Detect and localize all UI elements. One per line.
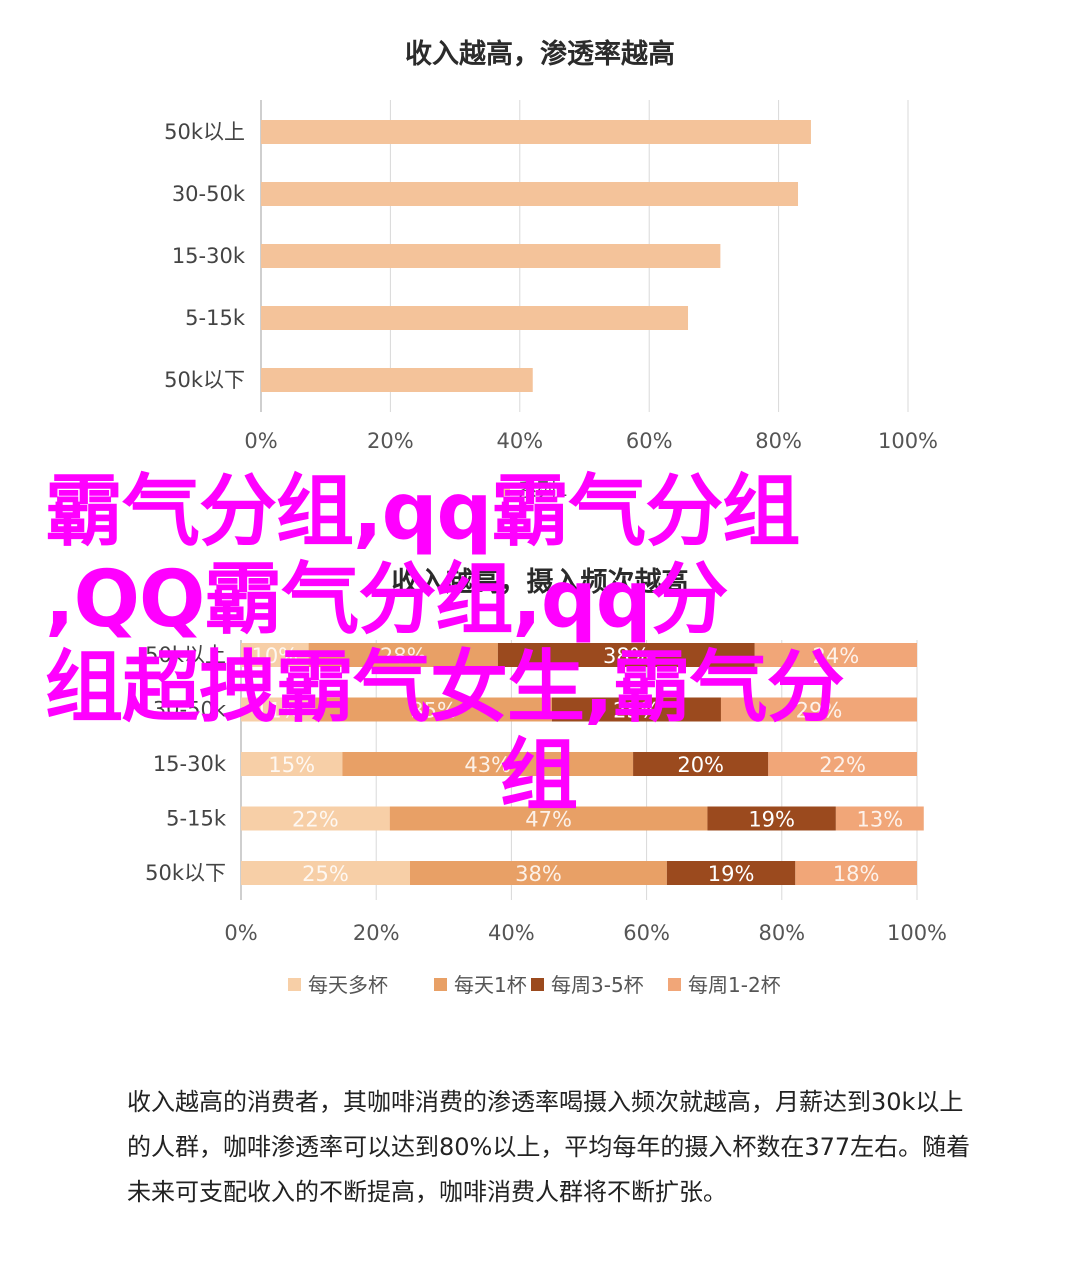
y-category-label: 15-30k bbox=[172, 244, 246, 268]
bar bbox=[261, 120, 811, 144]
stacked-bar-segment bbox=[241, 861, 410, 885]
data-label: 11% bbox=[255, 699, 302, 723]
y-category-label: 50k以下 bbox=[164, 368, 245, 392]
y-category-label: 15-30k bbox=[153, 752, 227, 776]
overlay-line-4: 组 bbox=[500, 731, 578, 821]
legend-swatch bbox=[668, 978, 681, 991]
data-label: 28% bbox=[380, 644, 427, 668]
data-label: 35% bbox=[410, 699, 457, 723]
legend-label: 每周3-5杯 bbox=[551, 973, 644, 997]
y-category-label: 50k以下 bbox=[145, 861, 226, 885]
legend-label: 每天多杯 bbox=[308, 973, 388, 997]
x-tick-label: 40% bbox=[496, 429, 543, 453]
x-tick-label: 0% bbox=[244, 429, 277, 453]
legend-swatch bbox=[498, 484, 510, 496]
legend-label: 系列1 bbox=[518, 479, 568, 501]
x-tick-label: 40% bbox=[488, 921, 535, 945]
stacked-bar-segment bbox=[308, 643, 498, 667]
x-tick-label: 60% bbox=[623, 921, 670, 945]
caption-paragraph: 收入越高的消费者，其咖啡消费的渗透率喝摄入频次就越高，月薪达到30k以上的人群，… bbox=[127, 1088, 971, 1206]
overlay-line-2: ,QQ霸气分组,qq分 bbox=[45, 555, 729, 645]
x-tick-label: 60% bbox=[626, 429, 673, 453]
data-label: 22% bbox=[819, 753, 866, 777]
stacked-bar-segment bbox=[241, 752, 343, 776]
data-label: 38% bbox=[603, 644, 650, 668]
overlay-headline: 霸气分组,qq霸气分组 ,QQ霸气分组,qq分 组超拽霸气女生,霸气分 组 bbox=[45, 468, 1055, 820]
stacked-bar-segment bbox=[497, 643, 755, 667]
bar bbox=[261, 182, 799, 206]
stacked-bar-segment bbox=[795, 861, 917, 885]
legend-swatch bbox=[531, 978, 544, 991]
y-category-label: 5-15k bbox=[166, 807, 227, 831]
stacked-bar-segment bbox=[768, 752, 917, 776]
stacked-bar-segment bbox=[754, 643, 917, 667]
x-tick-label: 100% bbox=[878, 429, 938, 453]
stacked-bar-segment bbox=[720, 697, 917, 722]
chart-2: 0% 20% 40% 60% 80% 100% 10% 28% 38% 24% 50k以上 11% 35… bbox=[145, 640, 947, 997]
x-tick-label: 80% bbox=[758, 921, 805, 945]
chart-1: 0% 20% 40% 60% 80% 100% 50k以上 30-50k 15-30k 5-15k… bbox=[164, 100, 938, 501]
stacked-bar-segment bbox=[707, 806, 836, 831]
stacked-bar-segment bbox=[389, 806, 708, 831]
x-tick-label: 0% bbox=[224, 921, 257, 945]
data-label: 38% bbox=[515, 862, 562, 886]
legend-swatch bbox=[288, 978, 301, 991]
y-category-label: 50k以上 bbox=[164, 120, 245, 144]
stacked-bar-segment bbox=[410, 861, 667, 885]
stacked-bar-segment bbox=[241, 806, 390, 831]
stacked-bar-segment bbox=[633, 752, 769, 776]
legend-label: 每周1-2杯 bbox=[688, 973, 781, 997]
stacked-bar-segment bbox=[835, 806, 924, 831]
bar bbox=[261, 368, 533, 392]
stacked-bar-segment bbox=[551, 697, 721, 722]
data-label: 10% bbox=[251, 644, 298, 668]
x-tick-label: 80% bbox=[755, 429, 802, 453]
data-label: 18% bbox=[833, 862, 880, 886]
overlay-line-3: 组超拽霸气女生,霸气分 bbox=[45, 643, 845, 733]
overlay-line-1: 霸气分组,qq霸气分组 bbox=[45, 467, 800, 557]
x-tick-label: 100% bbox=[887, 921, 947, 945]
bar bbox=[261, 306, 689, 330]
top-edge bbox=[0, 0, 1080, 6]
chart-2-title: 收入越高，摄入频次越高 bbox=[391, 567, 689, 598]
legend-label: 每天1杯 bbox=[454, 973, 527, 997]
data-label: 19% bbox=[748, 808, 795, 832]
data-label: 29% bbox=[796, 699, 843, 723]
data-label: 25% bbox=[302, 862, 349, 886]
stacked-bar-segment bbox=[241, 697, 316, 722]
data-label: 15% bbox=[268, 753, 315, 777]
y-category-label: 30-50k bbox=[153, 698, 227, 722]
data-label: 43% bbox=[464, 753, 511, 777]
data-label: 20% bbox=[677, 753, 724, 777]
stacked-bar-segment bbox=[666, 861, 796, 885]
data-label: 25% bbox=[613, 699, 660, 723]
data-label: 19% bbox=[708, 862, 755, 886]
bar bbox=[261, 244, 721, 268]
chart-1-title: 收入越高，渗透率越高 bbox=[405, 39, 675, 70]
stacked-bar-segment bbox=[241, 643, 309, 667]
y-category-label: 30-50k bbox=[172, 182, 246, 206]
x-tick-label: 20% bbox=[367, 429, 414, 453]
y-category-label: 50k以上 bbox=[145, 643, 226, 667]
data-label: 47% bbox=[525, 808, 572, 832]
stacked-bar-segment bbox=[315, 697, 552, 722]
data-label: 22% bbox=[292, 808, 339, 832]
y-category-label: 5-15k bbox=[185, 306, 246, 330]
stacked-bar-segment bbox=[342, 752, 634, 776]
legend-swatch bbox=[434, 978, 447, 991]
x-tick-label: 20% bbox=[353, 921, 400, 945]
data-label: 24% bbox=[813, 644, 860, 668]
data-label: 13% bbox=[856, 808, 903, 832]
